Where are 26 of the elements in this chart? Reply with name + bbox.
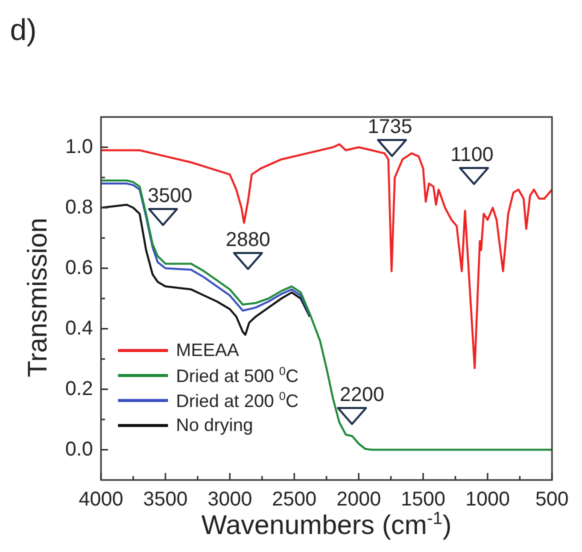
y-tick-label: 0.8 xyxy=(65,196,93,218)
x-tick-label: 500 xyxy=(535,488,569,511)
annotation: 1735 xyxy=(368,116,412,138)
legend-label: No drying xyxy=(176,415,254,436)
y-tick-label: 1.0 xyxy=(65,136,93,158)
annotation: 2880 xyxy=(226,229,270,251)
chart-title: d) xyxy=(10,14,37,48)
y-tick-label: 0.2 xyxy=(65,378,93,400)
x-tick-label: 1500 xyxy=(400,488,446,511)
y-tick-label: 0.6 xyxy=(65,256,93,279)
legend-label: MEEAA xyxy=(176,340,240,361)
legend-label: Dried at 500 $^{0}$C xyxy=(176,364,299,386)
legend-label: Dried at 200 $^{0}$C xyxy=(176,390,299,412)
x-tick-label: 4000 xyxy=(78,488,124,511)
x-tick-label: 2000 xyxy=(336,488,381,511)
x-axis-title: Wavenumbers (cm$^{-1}$) xyxy=(201,508,452,540)
y-axis-title: Transmission xyxy=(22,216,54,380)
x-tick-label: 1000 xyxy=(465,488,510,511)
annotation: 1100 xyxy=(450,144,494,166)
annotation: 3500 xyxy=(148,185,192,207)
y-tick-label: 0.0 xyxy=(65,438,93,460)
annotation: 2200 xyxy=(340,384,384,406)
x-tick-label: 2500 xyxy=(272,488,317,511)
x-tick-label: 3500 xyxy=(143,488,188,511)
x-tick-label: 3000 xyxy=(208,488,252,511)
y-tick-label: 0.4 xyxy=(65,317,93,340)
